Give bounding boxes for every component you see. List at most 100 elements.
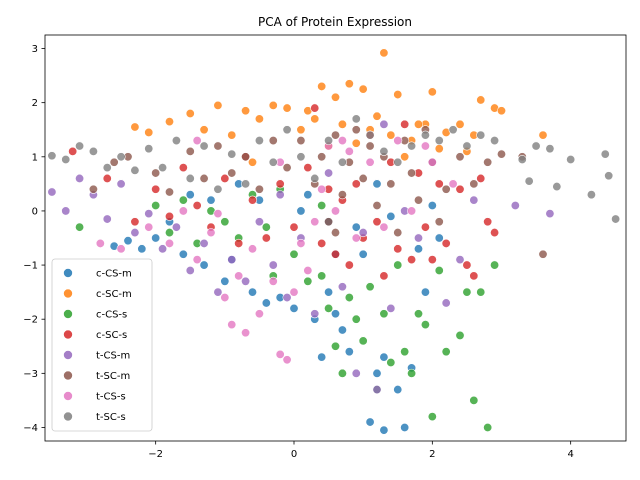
data-point-t-CS-s-23 bbox=[337, 136, 347, 146]
data-point-c-SC-s-20 bbox=[351, 179, 361, 189]
data-point-c-CS-s-9 bbox=[261, 222, 271, 232]
data-point-t-SC-m-8 bbox=[227, 168, 237, 178]
data-point-c-SC-s-1 bbox=[102, 173, 112, 183]
data-point-t-CS-s-27 bbox=[393, 136, 403, 146]
data-point-t-SC-m-35 bbox=[469, 179, 479, 189]
data-point-c-CS-s-32 bbox=[455, 330, 465, 340]
data-point-t-CS-m-8 bbox=[158, 244, 168, 254]
data-point-t-CS-m-25 bbox=[386, 303, 396, 313]
data-point-t-CS-s-19 bbox=[310, 217, 320, 227]
data-point-c-CS-s-1 bbox=[151, 201, 161, 211]
legend-label-c-SC-m: c-SC-m bbox=[96, 289, 132, 300]
legend: c-CS-m c-SC-m c-CS-s c-SC-s t-CS-m t-SC-m t-CS… bbox=[51, 258, 153, 432]
x-tick-label: 0 bbox=[291, 449, 297, 460]
legend-label-c-CS-m: c-CS-m bbox=[96, 269, 132, 280]
data-point-c-SC-s-0 bbox=[68, 146, 78, 156]
data-point-c-CS-s-30 bbox=[434, 265, 444, 275]
legend-marker-c-SC-s bbox=[63, 329, 73, 340]
data-point-c-CS-s-12 bbox=[303, 276, 313, 286]
data-point-t-SC-m-28 bbox=[407, 168, 417, 178]
data-point-t-CS-s-25 bbox=[365, 157, 375, 167]
legend-marker-t-CS-s bbox=[63, 391, 73, 401]
data-point-c-CS-m-30 bbox=[400, 422, 410, 432]
data-point-c-CS-s-17 bbox=[344, 293, 354, 303]
data-point-c-SC-m-16 bbox=[344, 79, 354, 89]
legend-label-t-SC-m: t-SC-m bbox=[96, 371, 130, 382]
legend-marker-c-CS-m bbox=[63, 268, 73, 278]
data-point-t-SC-m-36 bbox=[483, 157, 493, 167]
data-point-t-SC-s-12 bbox=[213, 184, 223, 194]
data-point-t-SC-m-16 bbox=[324, 217, 334, 227]
data-point-t-SC-s-30 bbox=[462, 141, 472, 151]
data-point-t-SC-m-11 bbox=[268, 136, 278, 146]
data-point-c-SC-s-31 bbox=[427, 255, 437, 265]
data-point-c-CS-s-37 bbox=[490, 260, 500, 270]
data-point-c-SC-m-10 bbox=[282, 103, 292, 113]
data-point-c-CS-m-22 bbox=[344, 347, 354, 357]
data-point-t-SC-m-40 bbox=[330, 228, 340, 238]
data-point-c-CS-m-11 bbox=[248, 287, 258, 297]
chart-title: PCA of Protein Expression bbox=[258, 15, 412, 29]
data-point-t-SC-s-42 bbox=[611, 214, 621, 224]
data-point-t-CS-s-28 bbox=[407, 206, 417, 216]
data-point-c-CS-s-26 bbox=[407, 368, 417, 378]
data-point-t-SC-s-13 bbox=[227, 149, 237, 159]
data-point-c-SC-s-28 bbox=[407, 255, 417, 265]
data-point-c-CS-m-29 bbox=[393, 385, 403, 395]
data-point-c-SC-s-13 bbox=[289, 222, 299, 232]
data-point-t-SC-m-33 bbox=[441, 184, 451, 194]
data-point-t-SC-s-31 bbox=[476, 130, 486, 140]
data-point-c-CS-s-35 bbox=[476, 287, 486, 297]
y-tick-label: 2 bbox=[32, 98, 38, 109]
data-point-c-CS-m-32 bbox=[413, 244, 423, 254]
data-point-t-SC-m-4 bbox=[165, 187, 175, 197]
data-point-c-CS-m-9 bbox=[220, 276, 230, 286]
data-point-c-SC-s-2 bbox=[130, 217, 140, 227]
data-point-t-CS-s-14 bbox=[275, 349, 285, 359]
data-point-c-SC-m-14 bbox=[330, 92, 340, 102]
data-point-t-SC-s-7 bbox=[144, 144, 154, 154]
y-tick-label: −3 bbox=[23, 369, 38, 380]
data-point-c-CS-s-25 bbox=[400, 347, 410, 357]
data-point-c-CS-s-24 bbox=[393, 260, 403, 270]
data-point-t-SC-s-18 bbox=[296, 152, 306, 162]
data-point-t-CS-m-4 bbox=[102, 214, 112, 224]
data-point-c-CS-m-13 bbox=[261, 298, 271, 308]
data-point-c-CS-m-36 bbox=[372, 179, 382, 189]
data-point-t-CS-s-17 bbox=[296, 238, 306, 248]
data-point-t-SC-s-1 bbox=[61, 155, 71, 165]
data-point-t-CS-m-1 bbox=[61, 206, 71, 216]
data-point-c-SC-m-3 bbox=[185, 108, 195, 118]
data-point-c-SC-s-10 bbox=[248, 195, 258, 205]
data-point-t-CS-s-16 bbox=[289, 287, 299, 297]
data-point-c-SC-m-0 bbox=[130, 122, 140, 132]
data-point-t-SC-s-33 bbox=[517, 155, 527, 165]
data-point-t-CS-m-13 bbox=[227, 255, 237, 265]
data-point-t-CS-m-24 bbox=[372, 385, 382, 395]
data-point-t-CS-s-9 bbox=[234, 271, 244, 281]
data-point-t-SC-m-23 bbox=[372, 201, 382, 211]
data-point-c-SC-m-23 bbox=[393, 90, 403, 100]
data-point-c-SC-m-7 bbox=[241, 106, 251, 116]
data-point-c-SC-s-9 bbox=[234, 238, 244, 248]
data-point-t-SC-m-39 bbox=[538, 249, 548, 259]
data-point-t-CS-m-17 bbox=[282, 293, 292, 303]
data-point-c-SC-m-38 bbox=[248, 157, 258, 167]
data-point-t-SC-s-34 bbox=[524, 176, 534, 186]
data-point-t-CS-m-2 bbox=[75, 173, 85, 183]
data-point-t-CS-s-0 bbox=[95, 238, 105, 248]
data-point-c-CS-s-31 bbox=[441, 347, 451, 357]
data-point-t-CS-m-9 bbox=[171, 222, 181, 232]
data-point-c-CS-s-3 bbox=[178, 195, 188, 205]
data-point-t-CS-s-34 bbox=[420, 141, 430, 151]
data-point-c-CS-m-2 bbox=[137, 244, 147, 254]
data-point-c-SC-m-20 bbox=[372, 111, 382, 121]
data-point-c-CS-s-18 bbox=[351, 314, 361, 324]
data-point-c-SC-m-21 bbox=[379, 48, 389, 58]
data-point-t-SC-s-17 bbox=[282, 125, 292, 135]
data-point-t-CS-m-0 bbox=[47, 187, 57, 197]
data-point-t-SC-s-24 bbox=[379, 146, 389, 156]
data-point-c-SC-s-23 bbox=[372, 217, 382, 227]
data-point-t-CS-s-3 bbox=[165, 238, 175, 248]
data-point-c-SC-s-40 bbox=[310, 103, 320, 113]
